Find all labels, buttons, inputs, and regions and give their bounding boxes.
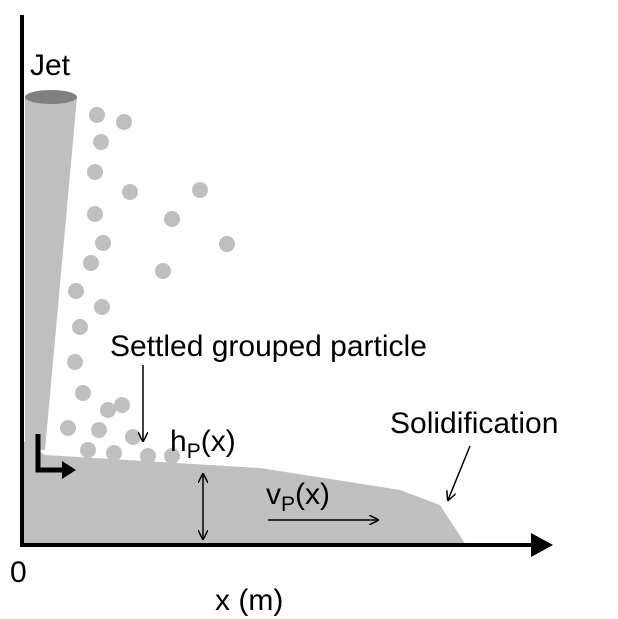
settled-pool — [22, 440, 466, 545]
velocity-label: vP(x) — [266, 478, 330, 516]
origin-label: 0 — [10, 556, 27, 589]
height-label: hP(x) — [170, 425, 236, 463]
velocity-sub: P — [281, 493, 295, 516]
settled-label: Settled grouped particle — [110, 330, 427, 363]
height-sub: P — [187, 440, 201, 463]
particles — [60, 107, 235, 464]
jet-nozzle — [25, 90, 77, 104]
flow-arrowhead — [62, 461, 76, 479]
jet-label: Jet — [30, 49, 71, 82]
jet-stream — [25, 97, 77, 450]
solidification-label: Solidification — [390, 407, 558, 440]
height-arg: (x) — [201, 425, 236, 458]
x-axis-arrowhead — [531, 533, 553, 557]
solidification-arrow — [448, 445, 471, 500]
velocity-base: v — [266, 478, 281, 511]
flow-arrow — [35, 434, 64, 473]
x-axis-label: x (m) — [215, 584, 283, 617]
height-base: h — [170, 425, 187, 458]
velocity-arg: (x) — [295, 478, 330, 511]
